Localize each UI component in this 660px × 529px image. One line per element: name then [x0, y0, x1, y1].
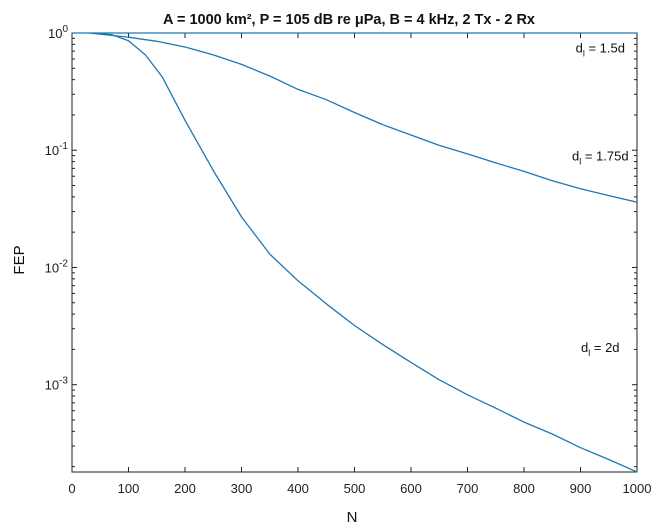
- y-axis-label: FEP: [11, 245, 28, 274]
- x-axis-label: N: [347, 509, 358, 526]
- x-tick-label: 0: [68, 481, 75, 496]
- y-tick-label: 100: [48, 24, 68, 41]
- x-tick-label: 500: [344, 481, 366, 496]
- y-tick-label: 10-1: [45, 141, 69, 158]
- plot-frame: [71, 32, 638, 473]
- x-tick-label: 400: [287, 481, 309, 496]
- x-tick-label: 1000: [623, 481, 652, 496]
- x-tick-label: 600: [400, 481, 422, 496]
- series-line-2: [88, 32, 638, 203]
- curve-annotation: dl = 1.5d: [576, 41, 625, 59]
- x-tick-label: 700: [457, 481, 479, 496]
- plot-area: 0 100 200 300 400 500 600 700 800 900 1000 100 10-1 1…: [45, 24, 652, 496]
- x-tick-label: 800: [513, 481, 535, 496]
- x-tick-label: 100: [118, 481, 140, 496]
- x-tick-label: 300: [231, 481, 253, 496]
- y-tick-label: 10-2: [45, 258, 69, 275]
- curve-annotation: dl = 2d: [581, 340, 620, 358]
- x-tick-label: 900: [570, 481, 592, 496]
- series-line-3: [94, 32, 638, 473]
- x-tick-label: 200: [174, 481, 196, 496]
- curve-annotation: dl = 1.75d: [572, 148, 629, 166]
- y-tick-label: 10-3: [45, 376, 69, 393]
- chart-title: A = 1000 km², P = 105 dB re μPa, B = 4 k…: [163, 12, 535, 28]
